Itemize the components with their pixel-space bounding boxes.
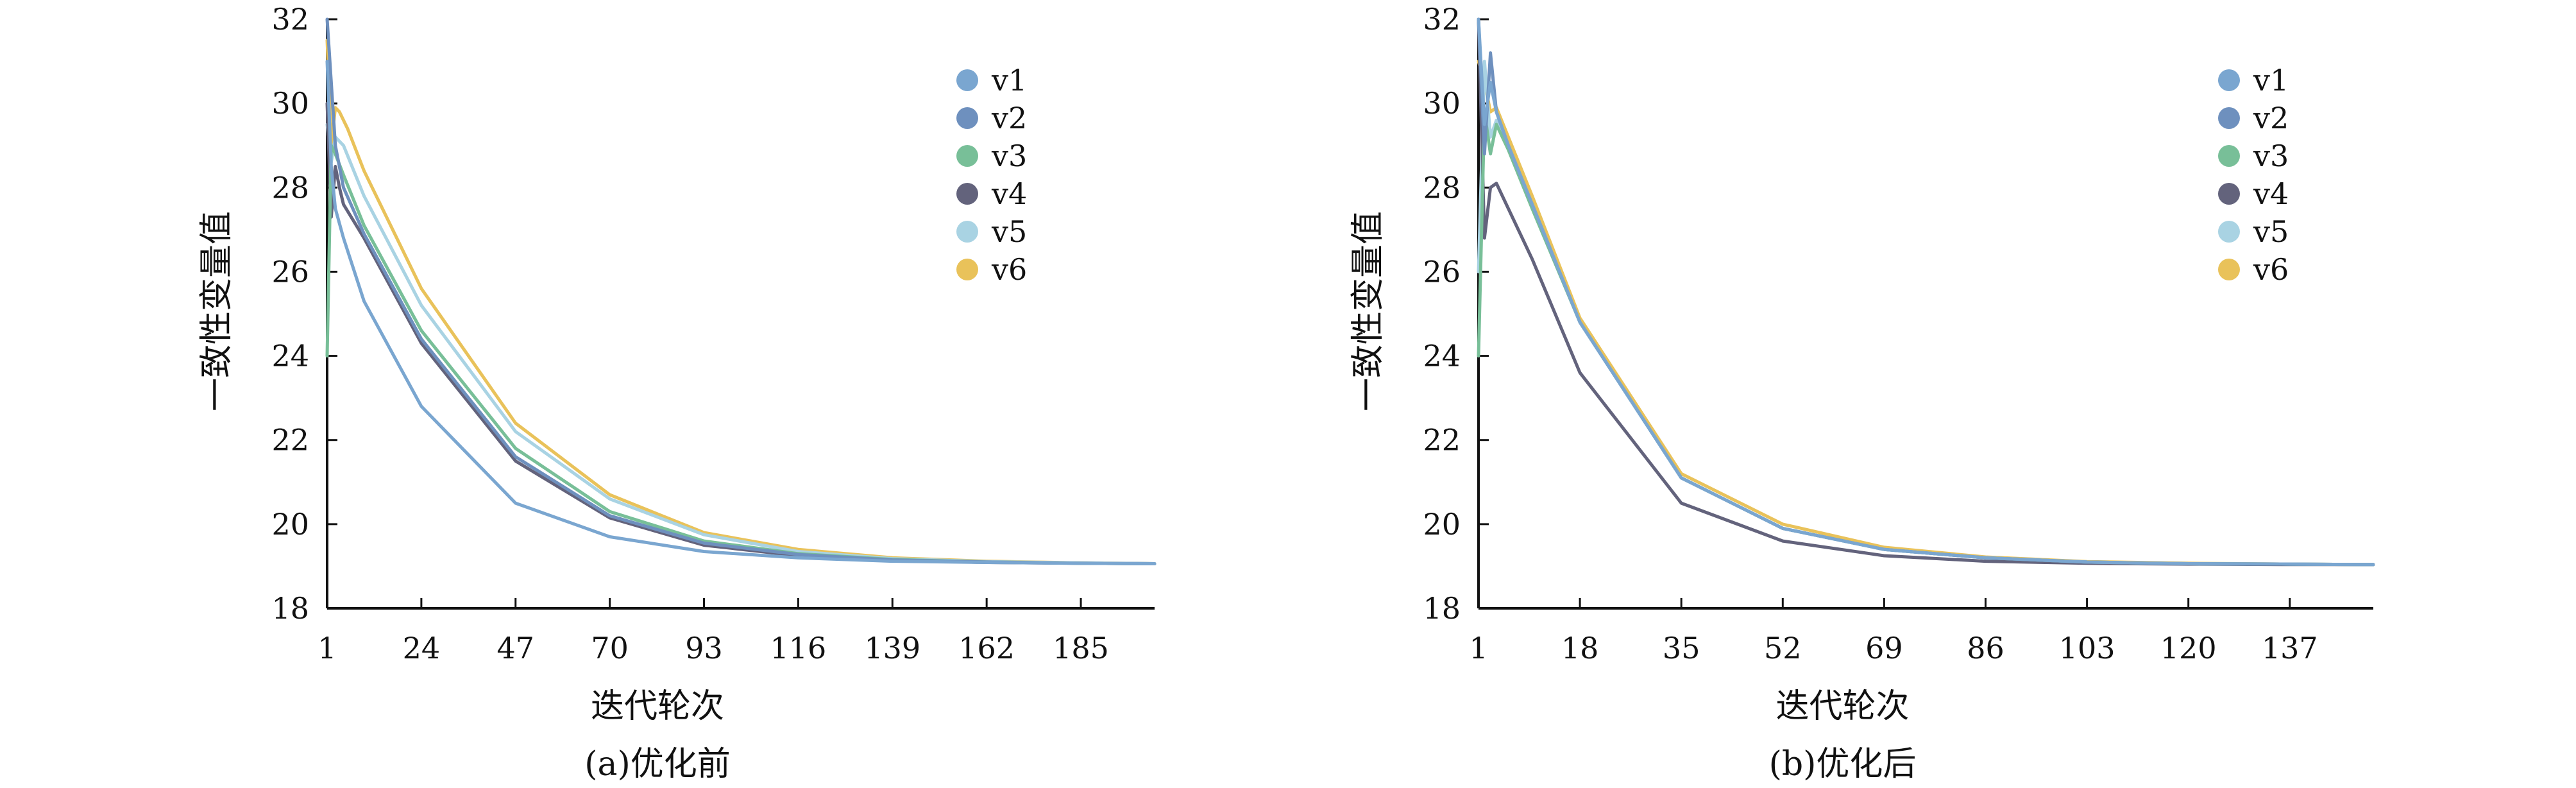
legend-label-v2: v2: [2253, 101, 2289, 135]
x-tick-label: 93: [685, 631, 723, 665]
x-tick-label: 162: [958, 631, 1015, 665]
legend-marker-v1: [956, 69, 978, 91]
series-lines: [325, 17, 1157, 565]
y-tick-label: 32: [271, 2, 309, 37]
legend-marker-v4: [956, 183, 978, 205]
legend-label-v1: v1: [2253, 63, 2289, 98]
x-tick-label: 1: [1469, 631, 1487, 665]
series-line-v6: [1477, 60, 2375, 567]
series-line-v1: [1477, 17, 2375, 567]
legend-marker-v3: [956, 145, 978, 167]
legend-label-v2: v2: [991, 101, 1027, 135]
legend-marker-v1: [2218, 69, 2240, 91]
y-tick-label: 32: [1423, 2, 1461, 37]
y-tick-label: 28: [1423, 170, 1461, 205]
y-tick-label: 22: [1423, 423, 1461, 458]
series-line-v5: [325, 123, 1157, 565]
legend-label-v3: v3: [991, 139, 1027, 173]
series-lines: [1477, 17, 2375, 567]
legend-marker-v6: [2218, 259, 2240, 280]
chart-panel-0: 18 20 22 24 26 28 30 32 1 24 47 70 93 116 139 162 185 迭代轮…: [198, 2, 1157, 784]
legend-marker-v4: [2218, 183, 2240, 205]
x-tick-label: 185: [1053, 631, 1109, 665]
legend-label-v1: v1: [991, 63, 1027, 98]
y-tick-label: 20: [1423, 507, 1461, 542]
x-tick-label: 69: [1865, 631, 1903, 665]
y-tick-label: 24: [1423, 339, 1461, 373]
panel-caption: (a)优化前: [584, 745, 731, 784]
legend-label-v4: v4: [991, 176, 1027, 211]
y-tick-label: 26: [271, 254, 309, 289]
x-tick-label: 47: [496, 631, 534, 665]
y-tick-label: 18: [1423, 591, 1461, 626]
series-line-v1: [325, 60, 1157, 565]
legend-label-v5: v5: [2253, 214, 2289, 249]
x-tick-label: 120: [2160, 631, 2217, 665]
legend-marker-v2: [2218, 107, 2240, 129]
series-line-v2: [1477, 17, 2375, 567]
y-tick-label: 20: [271, 507, 309, 542]
legend-marker-v6: [956, 259, 978, 280]
series-line-v4: [1477, 17, 2375, 567]
x-tick-label: 24: [403, 631, 441, 665]
legend-label-v6: v6: [2253, 252, 2289, 287]
x-tick-label: 116: [770, 631, 826, 665]
y-tick-label: 30: [1423, 86, 1461, 121]
y-tick-label: 22: [271, 423, 309, 458]
x-axis-title: 迭代轮次: [591, 687, 724, 726]
series-line-v3: [325, 144, 1157, 565]
y-tick-label: 18: [271, 591, 309, 626]
series-line-v3: [1477, 110, 2375, 567]
x-tick-label: 18: [1561, 631, 1599, 665]
y-tick-label: 26: [1423, 254, 1461, 289]
legend-label-v4: v4: [2253, 176, 2289, 211]
legend-marker-v5: [956, 221, 978, 243]
x-tick-label: 52: [1764, 631, 1802, 665]
series-line-v6: [325, 39, 1157, 565]
legend-marker-v2: [956, 107, 978, 129]
legend-label-v3: v3: [2253, 139, 2289, 173]
panel-caption: (b)优化后: [1769, 745, 1917, 784]
y-tick-label: 30: [271, 86, 309, 121]
x-tick-label: 103: [2059, 631, 2115, 665]
series-line-v2: [325, 17, 1157, 565]
x-tick-label: 137: [2262, 631, 2318, 665]
x-tick-label: 139: [864, 631, 920, 665]
x-tick-label: 35: [1663, 631, 1700, 665]
x-axis-title: 迭代轮次: [1775, 687, 1909, 726]
x-tick-label: 70: [591, 631, 629, 665]
legend-marker-v3: [2218, 145, 2240, 167]
x-tick-label: 86: [1967, 631, 2004, 665]
y-axis-title: 一致性变量值: [1349, 211, 1387, 411]
series-line-v5: [1477, 60, 2375, 567]
x-tick-label: 1: [318, 631, 336, 665]
legend-label-v5: v5: [991, 214, 1027, 249]
legend-marker-v5: [2218, 221, 2240, 243]
y-tick-label: 24: [271, 339, 309, 373]
y-axis-title: 一致性变量值: [198, 211, 236, 411]
y-tick-label: 28: [271, 170, 309, 205]
legend-label-v6: v6: [991, 252, 1027, 287]
